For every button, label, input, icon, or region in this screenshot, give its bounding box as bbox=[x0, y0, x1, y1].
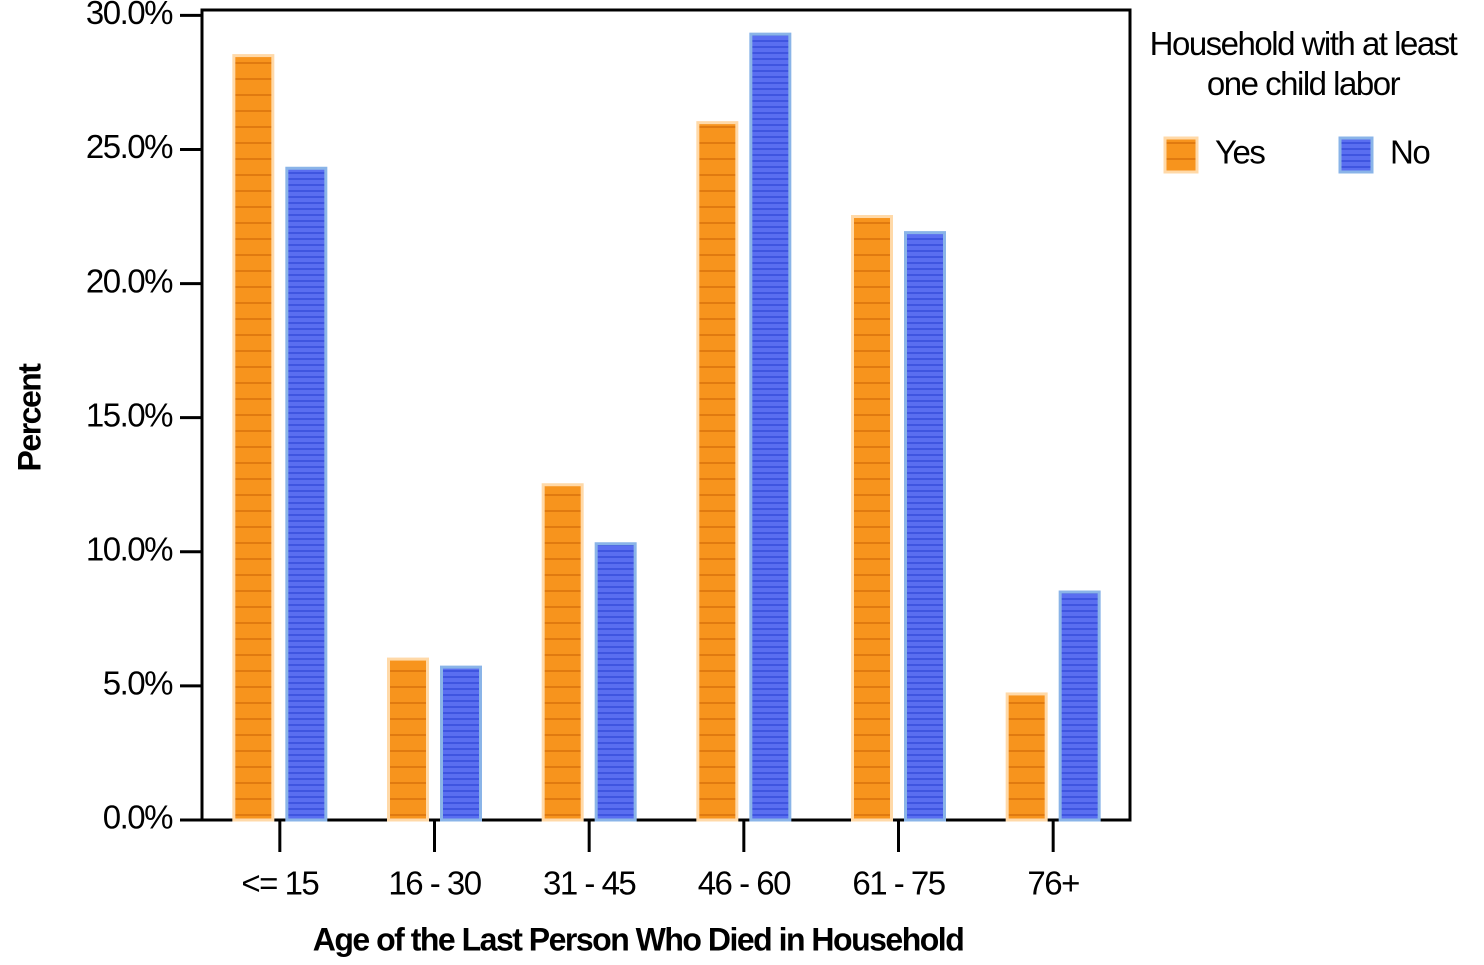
bar bbox=[1058, 590, 1101, 822]
x-tick-label: 16 - 30 bbox=[388, 865, 481, 902]
bar bbox=[749, 32, 792, 822]
y-tick-label: 15.0% bbox=[86, 396, 173, 433]
bar bbox=[232, 54, 275, 822]
legend-title: Household with at least one child labor bbox=[1149, 25, 1458, 102]
bar bbox=[696, 121, 739, 822]
bar bbox=[904, 231, 946, 822]
legend-label: No bbox=[1390, 134, 1429, 171]
bar bbox=[541, 483, 584, 822]
x-tick-label: 31 - 45 bbox=[543, 865, 635, 902]
y-tick-label: 25.0% bbox=[86, 128, 173, 165]
plot-frame bbox=[200, 8, 1132, 822]
bar bbox=[851, 215, 893, 822]
y-tick-label: 5.0% bbox=[103, 665, 173, 702]
y-tick-label: 30.0% bbox=[86, 0, 173, 31]
y-tick-label: 20.0% bbox=[86, 262, 173, 299]
y-tick-label: 10.0% bbox=[86, 531, 173, 568]
bar bbox=[594, 542, 637, 822]
legend-swatch bbox=[1163, 136, 1199, 174]
x-tick-label: <= 15 bbox=[241, 865, 318, 902]
x-tick-label: 76+ bbox=[1027, 865, 1079, 902]
bar bbox=[387, 657, 429, 822]
y-axis-title: Percent bbox=[11, 363, 47, 472]
bar bbox=[285, 166, 328, 822]
y-tick-label: 0.0% bbox=[103, 799, 173, 836]
x-tick-label: 46 - 60 bbox=[698, 865, 791, 902]
legend-swatch bbox=[1338, 136, 1374, 174]
x-axis-title: Age of the Last Person Who Died in House… bbox=[313, 921, 963, 957]
bar bbox=[1005, 692, 1048, 822]
legend-label: Yes bbox=[1215, 134, 1265, 171]
x-tick-label: 61 - 75 bbox=[852, 865, 944, 902]
bar bbox=[440, 665, 482, 822]
